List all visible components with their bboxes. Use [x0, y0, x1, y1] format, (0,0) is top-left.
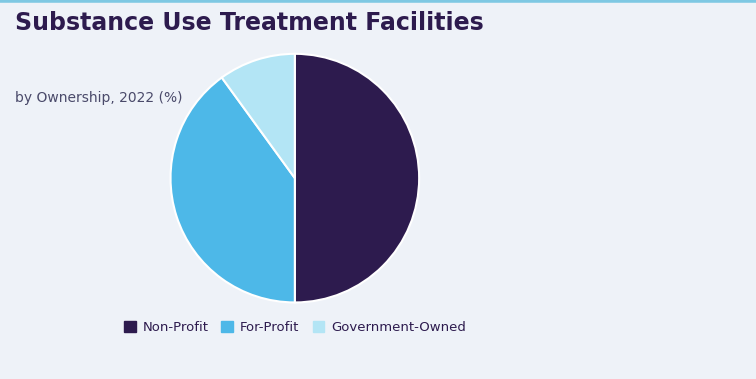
Wedge shape: [171, 78, 295, 302]
Wedge shape: [295, 54, 419, 302]
Text: Substance Use Treatment Facilities: Substance Use Treatment Facilities: [15, 11, 484, 35]
Text: by Ownership, 2022 (%): by Ownership, 2022 (%): [15, 91, 183, 105]
Legend: Non-Profit, For-Profit, Government-Owned: Non-Profit, For-Profit, Government-Owned: [119, 316, 471, 339]
Wedge shape: [222, 54, 295, 178]
